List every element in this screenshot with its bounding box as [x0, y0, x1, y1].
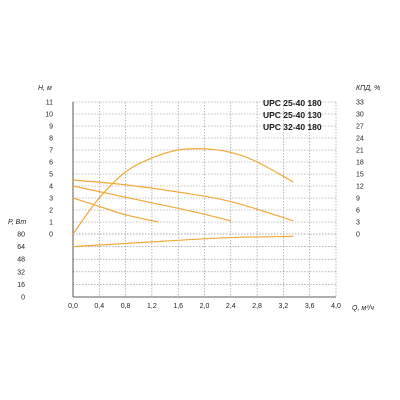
efficiency-tick-label: 33	[356, 100, 364, 107]
efficiency-tick-label: 24	[356, 136, 364, 143]
labels: 0,0 0,4 0,8 1,2 1,6 2,0 2,4 2,8 3,2 3,6 4,00123456…	[8, 85, 380, 312]
curve-efficiency-3	[72, 147, 294, 235]
curve-head-1	[72, 185, 231, 222]
head-tick-label: 5	[49, 172, 53, 179]
head-tick-label: 0	[49, 232, 53, 239]
head-axis-title: H, м	[38, 85, 52, 92]
x-tick-label: 2,0	[200, 303, 210, 310]
x-tick-label: 0,0	[68, 303, 78, 310]
efficiency-tick-label: 12	[356, 184, 364, 191]
legend-entry: UPC 25-40 130	[263, 110, 322, 120]
power-tick-label: 64	[17, 244, 25, 251]
head-tick-label: 2	[49, 208, 53, 215]
head-tick-label: 8	[49, 136, 53, 143]
power-axis-title: P, Вт	[8, 219, 26, 226]
efficiency-tick-label: 3	[356, 220, 360, 227]
efficiency-tick-label: 30	[356, 112, 364, 119]
x-tick-label: 3,2	[279, 303, 289, 310]
head-tick-label: 11	[46, 100, 53, 107]
x-tick-label: 0,4	[94, 303, 104, 310]
x-tick-label: 4,0	[331, 303, 341, 310]
efficiency-tick-label: 0	[356, 232, 360, 239]
efficiency-tick-label: 21	[356, 148, 364, 155]
curve-head-2	[72, 197, 159, 223]
power-tick-label: 0	[21, 295, 25, 302]
x-tick-label: 1,6	[173, 303, 183, 310]
x-tick-label: 2,4	[226, 303, 236, 310]
efficiency-tick-label: 18	[356, 160, 364, 167]
x-tick-label: 2,8	[252, 303, 262, 310]
legend: UPC 25-40 180 UPC 25-40 130 UPC 32-40 180	[263, 98, 322, 132]
flow-axis-title: Q, м³/ч	[352, 305, 374, 312]
curve-power-4	[72, 235, 294, 248]
power-tick-label: 32	[17, 269, 25, 276]
x-tick-label: 3,6	[305, 303, 315, 310]
power-tick-label: 48	[17, 257, 25, 264]
grid	[72, 101, 337, 298]
axes	[72, 102, 336, 298]
head-tick-label: 1	[49, 220, 53, 227]
curves	[72, 147, 294, 248]
power-tick-label: 80	[17, 232, 25, 239]
efficiency-tick-label: 15	[356, 172, 364, 179]
x-tick-label: 1,2	[147, 303, 157, 310]
efficiency-tick-label: 27	[356, 124, 364, 131]
head-tick-label: 4	[49, 184, 53, 191]
head-tick-label: 6	[49, 160, 53, 167]
head-tick-label: 7	[49, 148, 53, 155]
head-tick-label: 9	[49, 124, 53, 131]
head-tick-label: 3	[49, 196, 53, 203]
legend-entry: UPC 25-40 180	[263, 98, 322, 108]
legend-entry: UPC 32-40 180	[263, 122, 322, 132]
x-tick-label: 0,8	[121, 303, 131, 310]
efficiency-tick-label: 9	[356, 196, 360, 203]
curve-head-0	[72, 179, 294, 222]
head-tick-label: 10	[45, 112, 53, 119]
efficiency-axis-title: КПД, %	[356, 85, 380, 92]
efficiency-tick-label: 6	[356, 208, 360, 215]
power-tick-label: 16	[17, 282, 25, 289]
